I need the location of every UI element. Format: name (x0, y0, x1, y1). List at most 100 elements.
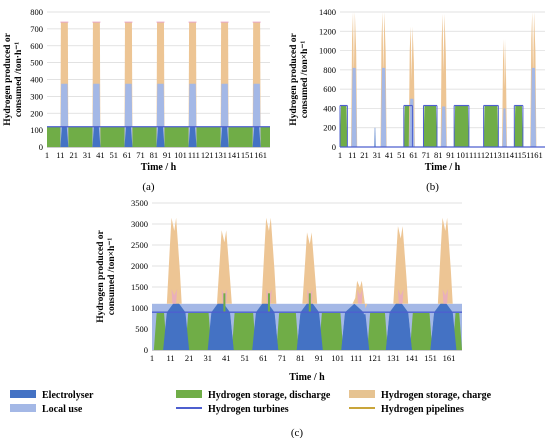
charge-pink-band (171, 289, 178, 304)
x-tick-label: 141 (228, 150, 241, 160)
discharge-area (276, 313, 299, 350)
y-tick-label: 100 (30, 125, 43, 135)
discharge-area (153, 313, 167, 350)
y-tick-label: 0 (144, 345, 148, 355)
legend-swatch (10, 404, 36, 412)
x-tick-label: 131 (493, 150, 506, 160)
discharge-area (231, 313, 256, 350)
legend-label: Hydrogen pipelines (381, 404, 464, 415)
local-use-area (441, 106, 447, 147)
panel-label: (a) (142, 181, 155, 193)
y-tick-label: 3000 (131, 219, 148, 229)
electrolyser-valley (164, 314, 188, 350)
y-tick-label: 0 (39, 142, 43, 152)
discharge-area (514, 105, 523, 147)
local-use-area (351, 67, 357, 147)
legend: Electrolyser Hydrogen storage, discharge H… (10, 390, 492, 415)
y-tick-label: 600 (30, 41, 43, 51)
electrolyser-valley (209, 314, 234, 350)
x-tick-label: 81 (296, 353, 305, 363)
x-tick-label: 51 (397, 150, 406, 160)
panel-label: (b) (426, 181, 439, 193)
discharge-area (483, 105, 499, 147)
x-tick-label: 161 (443, 353, 456, 363)
y-tick-label: 200 (30, 108, 43, 118)
y-tick-label: 2000 (131, 261, 148, 271)
x-tick-label: 21 (69, 150, 78, 160)
charge-area (166, 217, 182, 304)
x-tick-label: 61 (123, 150, 132, 160)
electrolyser-valley (430, 314, 455, 350)
x-tick-label: 81 (434, 150, 443, 160)
discharge-area (185, 313, 212, 350)
y-axis-label-line1: Hydrogen produced or (96, 229, 106, 322)
discharge-area (340, 105, 348, 147)
x-tick-label: 151 (518, 150, 531, 160)
electrolyser-valley (254, 314, 279, 350)
y-tick-label: 500 (135, 324, 148, 334)
electrolyser-area (156, 126, 165, 147)
x-tick-label: 131 (387, 353, 400, 363)
charge-pink-band (442, 289, 449, 304)
electrolyser-area (60, 126, 69, 147)
x-tick-label: 101 (174, 150, 187, 160)
y-axis-label: Hydrogen produced orconsumed /ton×h⁻¹ (289, 32, 310, 125)
x-tick-label: 141 (505, 150, 518, 160)
discharge-area (410, 313, 433, 350)
local-use-area (502, 108, 507, 147)
x-tick-label: 141 (406, 353, 419, 363)
electrolyser-valley (296, 314, 321, 350)
x-tick-label: 51 (241, 353, 250, 363)
y-tick-label: 800 (30, 7, 43, 17)
x-tick-label: 51 (110, 150, 119, 160)
x-tick-label: 1 (338, 150, 342, 160)
x-tick-label: 71 (136, 150, 145, 160)
legend-label: Hydrogen storage, charge (381, 390, 492, 401)
x-tick-label: 101 (456, 150, 469, 160)
x-tick-label: 31 (203, 353, 212, 363)
charge-area (352, 280, 368, 309)
x-tick-label: 41 (222, 353, 231, 363)
y-tick-label: 1500 (131, 282, 148, 292)
charge-area (302, 232, 318, 304)
discharge-area (319, 313, 344, 350)
y-tick-label: 1200 (319, 26, 336, 36)
charge-area (437, 217, 453, 304)
y-tick-label: 2500 (131, 240, 148, 250)
y-tick-label: 1400 (319, 7, 336, 17)
y-tick-label: 3500 (131, 198, 148, 208)
legend-label: Local use (42, 404, 83, 415)
x-tick-label: 71 (422, 150, 431, 160)
x-tick-label: 11 (166, 353, 174, 363)
x-tick-label: 151 (241, 150, 254, 160)
x-tick-label: 111 (188, 150, 200, 160)
discharge-area (423, 105, 437, 147)
legend-label: Hydrogen turbines (208, 404, 289, 415)
y-axis-label-line2: consumed /ton×h⁻¹ (300, 41, 310, 119)
x-tick-label: 161 (254, 150, 267, 160)
y-tick-label: 1000 (131, 303, 148, 313)
y-tick-label: 300 (30, 91, 43, 101)
electrolyser-valley (385, 314, 412, 350)
legend-swatch (349, 390, 375, 398)
legend-swatch (10, 390, 36, 398)
x-axis-label: Time / h (289, 372, 325, 383)
y-tick-label: 200 (323, 123, 336, 133)
x-tick-label: 1 (150, 353, 154, 363)
y-tick-label: 0 (332, 142, 336, 152)
charge-pink-band (397, 289, 404, 304)
y-tick-label: 800 (323, 65, 336, 75)
charge-area (261, 217, 277, 304)
discharge-spike (223, 293, 226, 313)
x-tick-label: 61 (259, 353, 268, 363)
x-tick-label: 31 (373, 150, 382, 160)
x-tick-label: 121 (368, 353, 381, 363)
electrolyser-area (374, 127, 376, 147)
discharge-area (367, 313, 388, 350)
electrolyser-area (188, 126, 197, 147)
y-tick-label: 400 (30, 75, 43, 85)
electrolyser-area (92, 126, 101, 147)
x-tick-label: 31 (83, 150, 92, 160)
panel-label: (c) (291, 427, 304, 438)
